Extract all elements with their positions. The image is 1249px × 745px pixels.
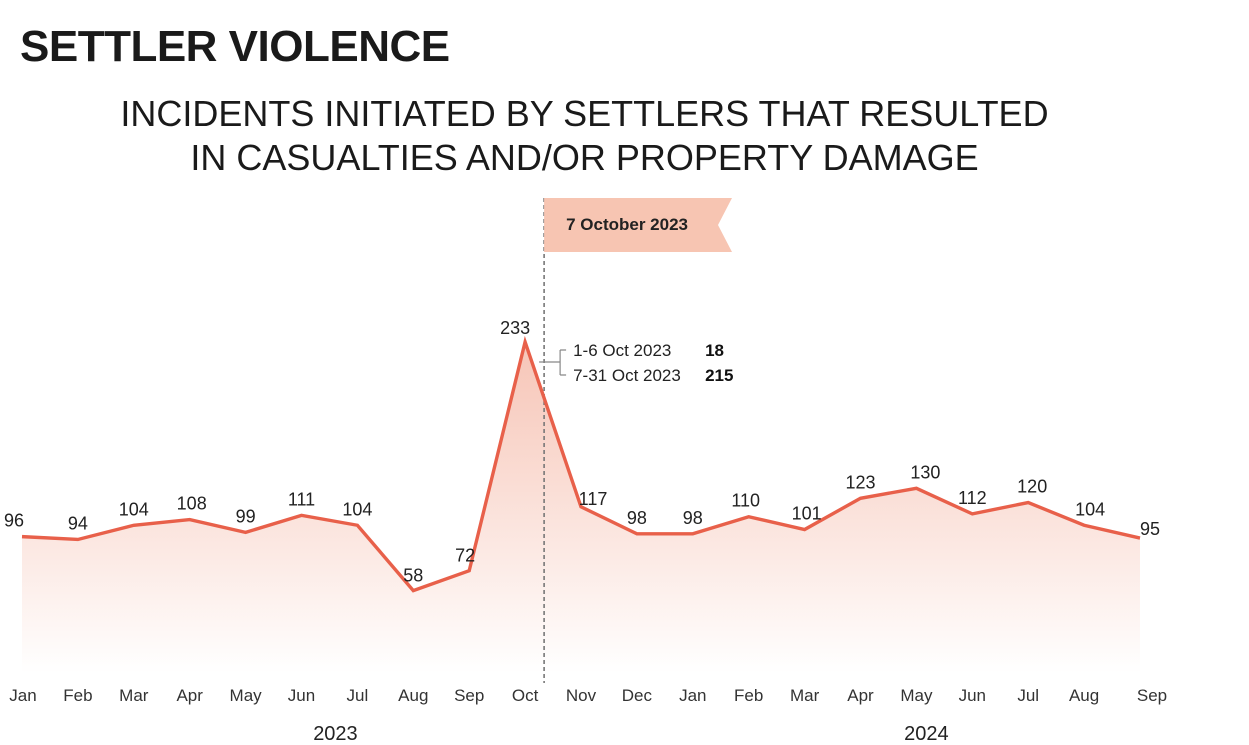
data-label: 108 bbox=[177, 494, 207, 514]
data-label: 233 bbox=[500, 318, 530, 338]
data-label: 104 bbox=[1075, 499, 1105, 519]
data-label: 58 bbox=[403, 566, 423, 586]
chart-title: INCIDENTS INITIATED BY SETTLERS THAT RES… bbox=[0, 92, 1169, 180]
oct-split-bracket bbox=[539, 349, 567, 376]
x-tick-label: Aug bbox=[1069, 686, 1099, 705]
x-tick-label: Jun bbox=[959, 686, 986, 705]
x-tick-label: Mar bbox=[119, 686, 149, 705]
data-label: 98 bbox=[627, 508, 647, 528]
x-tick-label: May bbox=[230, 686, 263, 705]
data-label: 104 bbox=[342, 499, 372, 519]
year-label: 2023 bbox=[313, 723, 358, 745]
oct-split-value: 215 bbox=[705, 366, 733, 385]
data-label: 110 bbox=[731, 491, 760, 511]
data-label: 112 bbox=[958, 488, 987, 508]
x-tick-label: Feb bbox=[734, 686, 763, 705]
page-title: SETTLER VIOLENCE bbox=[20, 22, 450, 71]
x-tick-label: Mar bbox=[790, 686, 820, 705]
data-label: 120 bbox=[1017, 477, 1047, 497]
x-tick-label: Jul bbox=[1017, 686, 1039, 705]
chart-title-line-1: INCIDENTS INITIATED BY SETTLERS THAT RES… bbox=[120, 93, 1049, 134]
series-line bbox=[21, 335, 1141, 593]
data-label: 99 bbox=[236, 506, 256, 526]
data-label: 101 bbox=[792, 504, 822, 524]
x-tick-label: Jun bbox=[288, 686, 315, 705]
data-label: 123 bbox=[845, 472, 875, 492]
data-label: 117 bbox=[579, 489, 608, 509]
event-banner bbox=[544, 198, 732, 252]
x-tick-label: Sep bbox=[1137, 686, 1167, 705]
x-tick-label: Nov bbox=[566, 686, 597, 705]
data-label: 98 bbox=[683, 508, 703, 528]
year-label: 2024 bbox=[904, 723, 949, 745]
x-tick-label: Apr bbox=[176, 686, 203, 705]
chart-title-line-2: IN CASUALTIES AND/OR PROPERTY DAMAGE bbox=[190, 137, 979, 178]
x-tick-label: Oct bbox=[512, 686, 539, 705]
x-tick-label: Dec bbox=[622, 686, 653, 705]
x-tick-label: Jul bbox=[347, 686, 369, 705]
x-tick-label: Sep bbox=[454, 686, 484, 705]
data-label: 104 bbox=[119, 499, 149, 519]
oct-split-value: 18 bbox=[705, 341, 724, 360]
data-label: 130 bbox=[910, 462, 940, 482]
x-tick-label: Feb bbox=[63, 686, 92, 705]
x-tick-label: Jan bbox=[9, 686, 36, 705]
oct-split-label: 1-6 Oct 2023 bbox=[573, 341, 671, 360]
data-label: 72 bbox=[455, 546, 475, 566]
x-tick-label: Jan bbox=[679, 686, 706, 705]
oct-split-label: 7-31 Oct 2023 bbox=[573, 366, 681, 385]
x-tick-label: May bbox=[900, 686, 933, 705]
x-tick-label: Apr bbox=[847, 686, 874, 705]
event-banner-label: 7 October 2023 bbox=[566, 215, 688, 234]
data-label: 94 bbox=[68, 513, 88, 533]
data-label: 95 bbox=[1140, 519, 1160, 539]
data-label: 96 bbox=[4, 511, 24, 531]
data-label: 111 bbox=[288, 489, 315, 509]
x-tick-label: Aug bbox=[398, 686, 428, 705]
